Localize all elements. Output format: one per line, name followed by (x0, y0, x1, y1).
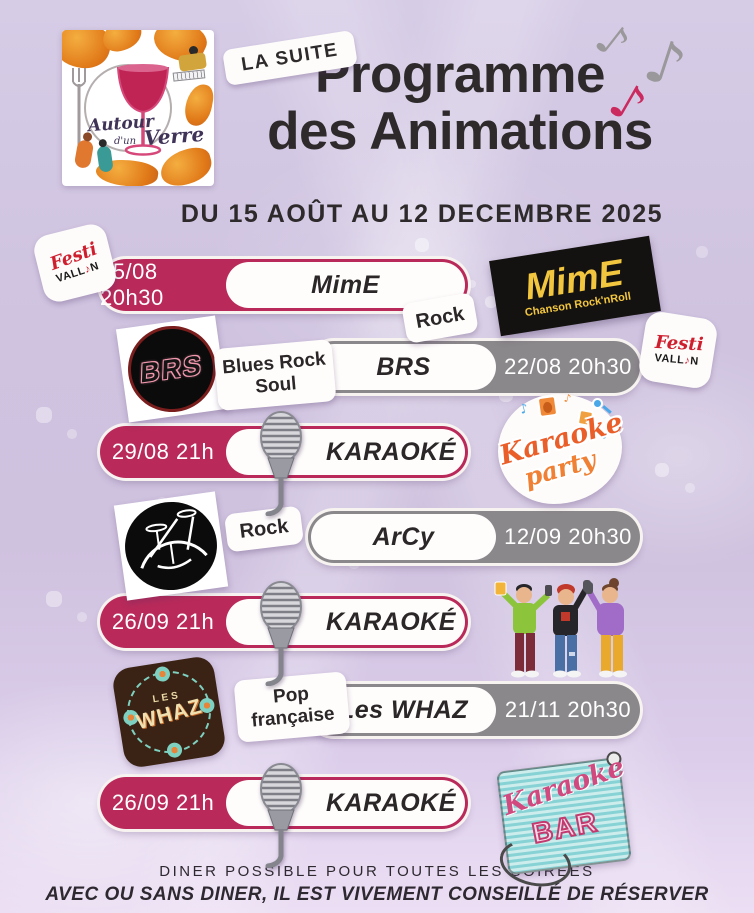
event-row-mime: 15/08 20h30 MimE (100, 259, 468, 311)
les-whaz-band-logo: LES WHAZ (110, 654, 228, 770)
microphone-icon (592, 398, 603, 409)
autumn-leaf-decoration (182, 82, 214, 128)
event-date: 29/08 21h (111, 439, 215, 464)
stage-lights-bokeh (0, 0, 4, 4)
karaoke-bar-sticker: Karaoke BAR (495, 750, 632, 893)
musician-illustration (189, 46, 198, 55)
genre-tag-blues-rock-soul: Blues Rock Soul (213, 338, 337, 412)
logo-word-dun: d'un (114, 136, 137, 147)
event-date: 15/08 20h30 (100, 259, 164, 310)
poster-title: Programme des Animations (230, 46, 690, 160)
event-date: 26/09 21h (111, 609, 215, 634)
arcy-band-logo (113, 491, 229, 601)
event-date: 22/08 20h30 (504, 354, 632, 379)
footer-note-1: DINER POSSIBLE POUR TOUTES LES SOIRÉES (159, 863, 595, 880)
event-name: KARAOKÉ (326, 437, 456, 466)
brs-band-logo: BRS (115, 315, 229, 423)
wine-glass-icon (116, 64, 170, 156)
title-line1: Programme (314, 45, 606, 104)
event-name: Les WHAZ (339, 695, 468, 724)
karaoke-party-sticker: ♪ ♪ ♪ Karaoke party (496, 391, 626, 504)
mime-band-logo: MimE Chanson Rock'nRoll (489, 235, 661, 337)
speaker-icon (536, 394, 559, 419)
keyboard-illustration (172, 69, 206, 82)
event-date: 12/09 20h30 (504, 524, 632, 549)
date-range-banner: DU 15 AOÛT AU 12 DECEMBRE 2025 (180, 200, 664, 228)
event-name: BRS (376, 352, 431, 381)
event-date: 21/11 20h30 (504, 697, 632, 722)
fork-icon (72, 68, 86, 148)
logo-word-verre: Verre (143, 121, 205, 151)
event-row-arcy: ArCy 12/09 20h30 (308, 511, 640, 563)
event-date: 26/09 21h (111, 790, 215, 815)
microphone-icon (260, 411, 302, 516)
microphone-icon (260, 763, 302, 868)
event-name: MimE (311, 270, 380, 299)
footer-note-2: AVEC OU SANS DINER, IL EST VIVEMENT CONS… (45, 884, 709, 905)
festivallon-sticker: Festi VALL♪N (636, 309, 720, 391)
event-name: KARAOKÉ (326, 788, 456, 817)
autour-dun-verre-logo: Autour d'un Verre (62, 30, 214, 186)
karaoke-singers-illustration (494, 578, 627, 678)
event-row-karaoke-2: 26/09 21h KARAOKÉ (100, 596, 468, 648)
title-line2: des Animations (267, 102, 653, 161)
event-row-brs: BRS 22/08 20h30 (308, 341, 640, 393)
arcy-band-artwork (140, 509, 208, 570)
event-name: KARAOKÉ (326, 607, 456, 636)
microphone-icon (260, 581, 302, 686)
event-name: ArCy (372, 522, 435, 551)
